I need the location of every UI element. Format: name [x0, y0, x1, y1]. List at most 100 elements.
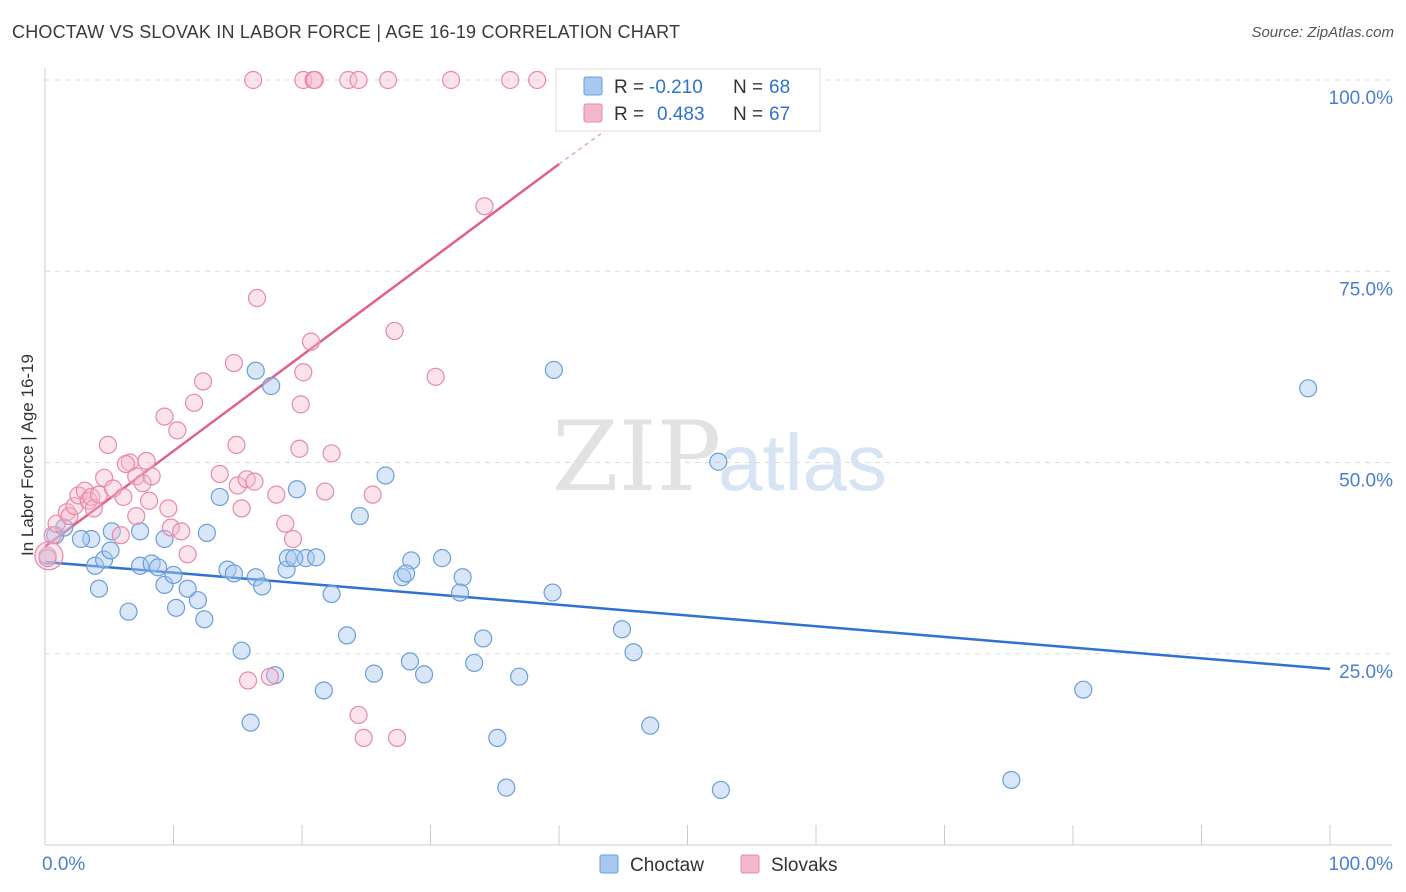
point-choctaw: [224, 564, 243, 583]
point-slovaks: [114, 487, 133, 507]
point-slovaks: [276, 514, 295, 533]
point-choctaw: [1074, 680, 1093, 699]
bottom-legend-swatch-slovaks: [740, 854, 760, 874]
point-choctaw: [155, 529, 174, 549]
point-choctaw: [82, 529, 101, 549]
point-slovaks: [127, 467, 146, 486]
point-slovaks: [475, 197, 494, 216]
stats-legend: R = -0.210 N = 68 R = 0.483 N = 67: [555, 68, 821, 132]
point-choctaw: [285, 549, 304, 568]
point-choctaw: [101, 541, 120, 560]
point-slovaks: [426, 367, 445, 386]
point-slovaks: [283, 529, 303, 549]
point-choctaw: [130, 556, 150, 575]
point-choctaw: [262, 376, 281, 396]
point-choctaw: [396, 564, 416, 583]
legend-n-label-slovaks: N =: [733, 104, 763, 125]
legend-swatch-choctaw: [583, 76, 603, 96]
chart-title: CHOCTAW VS SLOVAK IN LABOR FORCE | AGE 1…: [12, 22, 681, 42]
point-slovaks: [441, 70, 461, 90]
point-slovaks: [354, 728, 373, 748]
point-choctaw: [164, 565, 183, 585]
point-slovaks: [43, 526, 62, 545]
point-choctaw: [709, 452, 728, 471]
point-choctaw: [95, 550, 114, 569]
point-slovaks: [60, 506, 79, 526]
point-choctaw: [543, 583, 562, 602]
point-choctaw: [544, 360, 563, 380]
point-slovaks: [65, 497, 84, 516]
point-choctaw: [465, 653, 484, 673]
legend-r-value-choctaw: -0.210: [649, 77, 703, 98]
point-slovaks: [133, 474, 152, 493]
point-slovaks: [528, 70, 547, 90]
point-choctaw: [322, 584, 341, 604]
point-choctaw: [246, 361, 265, 380]
point-choctaw: [148, 558, 168, 577]
point-choctaw: [253, 577, 272, 596]
point-slovaks: [139, 491, 159, 510]
axes: 25.0% 50.0% 75.0% 100.0% 0.0% 100.0%: [42, 68, 1393, 875]
point-choctaw: [376, 466, 395, 485]
point-choctaw: [119, 602, 138, 621]
point-choctaw: [278, 549, 297, 568]
point-choctaw: [210, 487, 229, 507]
point-slovaks: [178, 545, 197, 564]
point-choctaw: [197, 523, 217, 542]
point-slovaks: [291, 395, 310, 414]
point-choctaw: [86, 556, 105, 575]
point-choctaw: [400, 652, 420, 671]
point-choctaw: [307, 548, 326, 567]
point-choctaw: [71, 529, 91, 549]
legend-n-value-slovaks: 67: [769, 104, 790, 125]
legend-r-label-slovaks: R =: [614, 104, 644, 125]
bottom-legend-label-choctaw: Choctaw: [630, 855, 704, 876]
point-choctaw: [624, 643, 643, 662]
point-slovaks: [305, 70, 324, 90]
point-slovaks: [172, 522, 191, 541]
point-choctaw: [474, 629, 493, 648]
trend-line-choctaw: [44, 560, 1331, 671]
bottom-legend-swatch-choctaw: [599, 854, 619, 874]
point-slovaks: [245, 472, 264, 491]
point-slovaks: [294, 363, 313, 382]
point-slovaks: [238, 671, 258, 690]
point-choctaw: [246, 568, 265, 587]
point-slovaks: [385, 321, 404, 341]
point-slovaks: [301, 332, 321, 351]
point-choctaw: [364, 664, 384, 683]
point-choctaw: [314, 681, 333, 700]
point-slovaks: [290, 439, 309, 458]
point-slovaks: [38, 546, 57, 565]
gridlines: [45, 79, 1392, 655]
point-choctaw: [510, 667, 529, 686]
point-slovaks: [116, 454, 136, 474]
bottom-legend-label-slovaks: Slovaks: [771, 855, 838, 876]
point-slovaks: [316, 482, 335, 501]
point-slovaks: [260, 667, 279, 686]
point-choctaw: [287, 480, 306, 499]
point-slovaks: [339, 70, 358, 90]
point-slovaks: [159, 499, 178, 518]
point-slovaks: [111, 526, 130, 545]
point-choctaw: [337, 626, 357, 645]
point-choctaw: [178, 579, 197, 598]
trend-lines: [44, 121, 1331, 671]
point-slovaks: [161, 518, 181, 537]
y-tick-label: 75.0%: [1339, 279, 1393, 300]
point-choctaw: [188, 591, 208, 610]
point-choctaw: [641, 716, 660, 735]
point-choctaw: [488, 728, 507, 748]
point-slovaks: [193, 372, 213, 391]
series-slovaks: [34, 70, 675, 748]
point-choctaw: [130, 522, 150, 541]
legend-n-label-choctaw: N =: [733, 77, 763, 98]
x-tick-label: 100.0%: [1329, 854, 1394, 875]
point-slovaks: [168, 421, 187, 440]
point-choctaw: [102, 522, 121, 541]
y-axis-label: In Labor Force | Age 16-19: [18, 354, 37, 556]
point-slovaks: [127, 506, 146, 526]
legend-r-value-slovaks: 0.483: [657, 104, 705, 125]
point-slovaks: [232, 499, 251, 518]
